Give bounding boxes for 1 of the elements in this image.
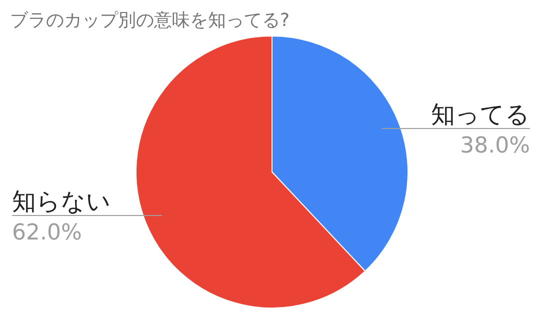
title: ブラのカップ別の意味を知ってる? [10, 10, 290, 31]
